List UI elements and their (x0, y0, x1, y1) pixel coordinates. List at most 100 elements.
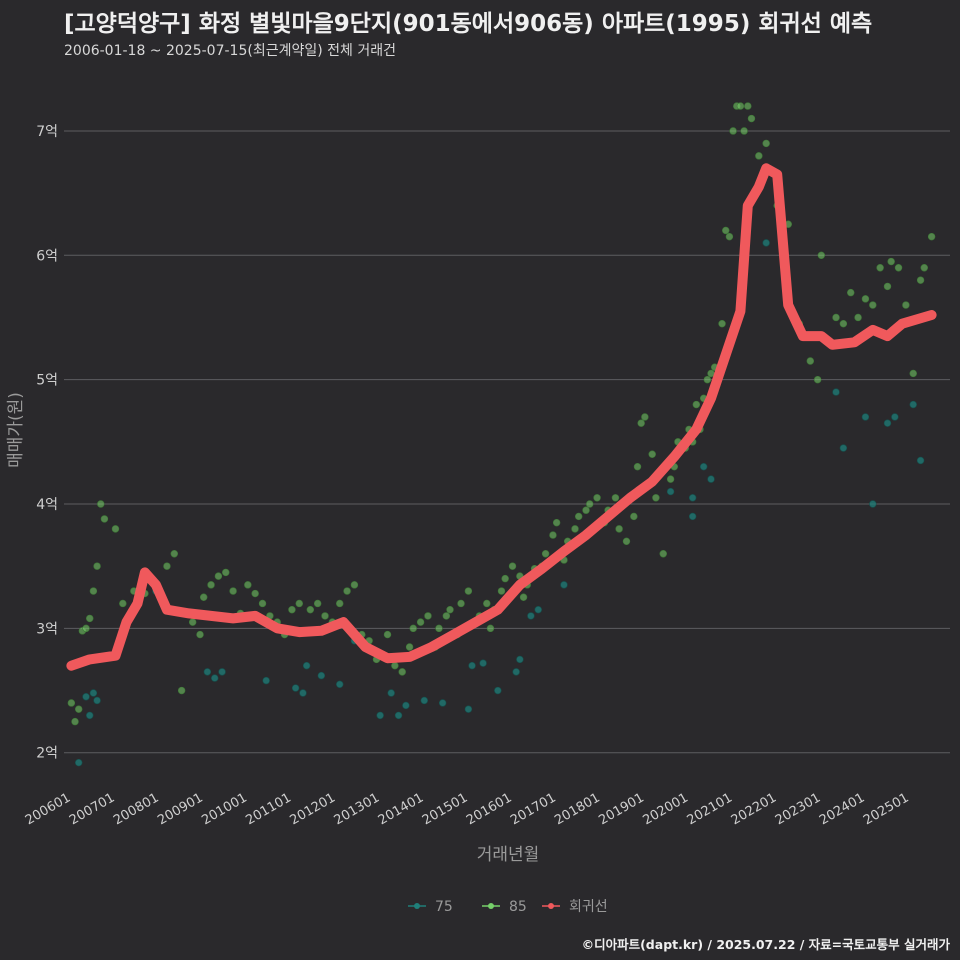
point-75 (869, 500, 877, 508)
y-tick-label: 6억 (36, 248, 58, 264)
point-85 (744, 102, 752, 110)
point-75 (560, 581, 568, 589)
legend-swatch-dot (548, 903, 554, 909)
point-85 (71, 717, 79, 726)
caption: ©디아파트(dapt.kr) / 2025.07.22 / 자료=국토교통부 실… (581, 937, 950, 952)
point-85 (909, 369, 917, 378)
x-tick-label: 201001 (199, 790, 249, 828)
point-85 (170, 550, 178, 558)
y-tick-label: 4억 (36, 497, 58, 513)
point-85 (93, 562, 101, 570)
point-85 (571, 525, 579, 533)
legend-label: 85 (509, 899, 527, 915)
point-75 (387, 689, 395, 697)
point-75 (688, 512, 697, 521)
y-tick-label: 5억 (36, 373, 58, 389)
legend: 75 85 회귀선 (408, 899, 608, 915)
point-75 (534, 605, 542, 614)
point-85 (611, 494, 620, 502)
legend-swatch-dot (414, 903, 420, 909)
point-85 (883, 282, 892, 291)
point-85 (251, 589, 259, 598)
legend-label: 75 (435, 899, 453, 915)
y-tick-label: 7억 (36, 124, 58, 140)
point-85 (82, 624, 90, 633)
y-tick-label: 3억 (36, 621, 58, 637)
point-85 (894, 264, 903, 272)
point-85 (435, 624, 443, 633)
point-85 (442, 612, 451, 620)
point-75 (891, 413, 899, 421)
point-85 (229, 587, 237, 595)
point-85 (200, 593, 208, 601)
point-85 (916, 276, 925, 284)
x-tick-label: 201201 (288, 790, 338, 828)
y-axis-title: 매매가(원) (6, 392, 26, 468)
point-85 (549, 531, 557, 539)
point-85 (288, 605, 296, 614)
point-85 (887, 257, 895, 266)
legend-swatch-dot (488, 903, 494, 909)
point-75 (832, 388, 840, 396)
point-85 (295, 599, 303, 608)
point-85 (541, 550, 550, 558)
x-tick-label: 202001 (640, 790, 690, 828)
x-tick-label: 200901 (155, 790, 205, 828)
point-85 (177, 686, 186, 695)
point-85 (350, 581, 359, 589)
point-75 (211, 674, 219, 682)
point-75 (707, 475, 715, 483)
point-85 (519, 593, 528, 601)
regression-line (66, 163, 937, 671)
point-85 (483, 599, 491, 608)
x-tick-labels: 2006012007012008012009012010012011012012… (23, 790, 912, 828)
x-tick-label: 200701 (67, 790, 117, 828)
point-85 (100, 515, 109, 523)
x-tick-label: 201501 (420, 790, 470, 828)
point-75 (299, 689, 307, 697)
point-85 (692, 400, 701, 409)
point-85 (703, 375, 712, 384)
point-85 (89, 587, 98, 595)
point-85 (244, 581, 252, 589)
point-85 (497, 587, 506, 595)
point-75 (527, 612, 535, 620)
point-85 (207, 581, 215, 589)
point-85 (67, 699, 76, 707)
point-85 (817, 251, 826, 260)
point-85 (75, 705, 83, 713)
y-tick-labels: 2억 3억 4억 5억 6억 7억 (36, 124, 58, 762)
point-75 (494, 686, 502, 695)
point-75 (93, 696, 101, 705)
point-85 (486, 624, 495, 633)
point-85 (306, 605, 315, 614)
point-75 (218, 668, 226, 676)
point-85 (586, 500, 594, 508)
point-85 (747, 114, 756, 123)
point-75 (666, 487, 675, 496)
point-85 (416, 618, 425, 626)
point-85 (111, 525, 120, 533)
point-85 (343, 587, 351, 595)
point-75 (512, 668, 520, 676)
grid-lines (64, 130, 950, 754)
point-75 (688, 494, 697, 502)
point-85 (574, 512, 583, 521)
x-axis-title: 거래년월 (477, 845, 540, 865)
point-75 (291, 684, 300, 692)
point-85 (321, 612, 329, 620)
point-75 (203, 668, 212, 676)
point-75 (464, 705, 473, 713)
x-tick-label: 201801 (552, 790, 602, 828)
point-85 (762, 139, 770, 148)
point-85 (313, 599, 322, 608)
point-75 (336, 680, 344, 689)
point-85 (119, 599, 127, 608)
point-75 (86, 711, 94, 720)
chart-subtitle: 2006-01-18 ~ 2025-07-15(최근계약일) 전체 거래건 (64, 43, 396, 59)
point-75 (883, 419, 892, 427)
point-85 (86, 614, 94, 623)
point-85 (847, 288, 855, 297)
x-tick-label: 201401 (376, 790, 426, 828)
point-85 (869, 301, 877, 309)
